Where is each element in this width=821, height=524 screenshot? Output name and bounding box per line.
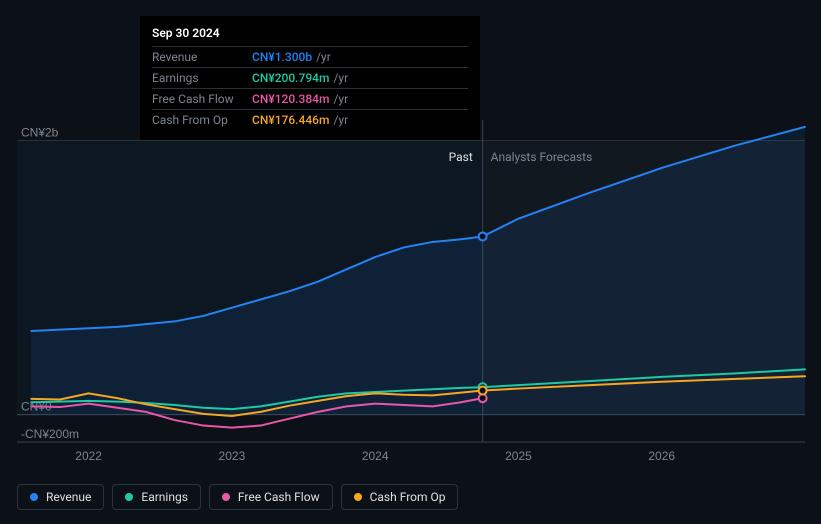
tooltip-row-unit: /yr <box>333 92 348 106</box>
legend-dot <box>222 493 230 501</box>
chart-tooltip: Sep 30 2024 RevenueCN¥1.300b/yrEarningsC… <box>140 16 480 140</box>
legend-label: Revenue <box>46 490 91 504</box>
legend-item-cash-from-op[interactable]: Cash From Op <box>341 484 459 510</box>
legend-item-revenue[interactable]: Revenue <box>17 484 104 510</box>
tooltip-row-unit: /yr <box>333 113 348 127</box>
tooltip-row-value: CN¥200.794m <box>252 71 329 85</box>
tooltip-row-label: Earnings <box>152 71 252 85</box>
tooltip-row: Cash From OpCN¥176.446m/yr <box>152 109 468 130</box>
svg-text:2026: 2026 <box>648 449 675 463</box>
legend-label: Cash From Op <box>370 490 446 504</box>
svg-text:2025: 2025 <box>505 449 532 463</box>
legend-label: Free Cash Flow <box>238 490 320 504</box>
past-label: Past <box>449 150 473 164</box>
tooltip-row-value: CN¥120.384m <box>252 92 329 106</box>
svg-text:-CN¥200m: -CN¥200m <box>21 427 79 441</box>
tooltip-row-label: Revenue <box>152 50 252 64</box>
legend-label: Earnings <box>141 490 188 504</box>
tooltip-row-value: CN¥1.300b <box>252 50 312 64</box>
svg-text:2023: 2023 <box>219 449 246 463</box>
tooltip-row-unit: /yr <box>316 50 331 64</box>
tooltip-row: EarningsCN¥200.794m/yr <box>152 67 468 88</box>
tooltip-date: Sep 30 2024 <box>152 26 468 40</box>
legend-dot <box>354 493 362 501</box>
forecasts-label: Analysts Forecasts <box>491 150 593 164</box>
legend-dot <box>125 493 133 501</box>
tooltip-row: RevenueCN¥1.300b/yr <box>152 46 468 67</box>
legend-item-free-cash-flow[interactable]: Free Cash Flow <box>209 484 333 510</box>
tooltip-row: Free Cash FlowCN¥120.384m/yr <box>152 88 468 109</box>
tooltip-row-label: Free Cash Flow <box>152 92 252 106</box>
legend-dot <box>30 493 38 501</box>
svg-text:CN¥2b: CN¥2b <box>21 126 59 140</box>
svg-text:2022: 2022 <box>75 449 102 463</box>
tooltip-row-value: CN¥176.446m <box>252 113 329 127</box>
tooltip-row-unit: /yr <box>333 71 348 85</box>
chart-legend: Revenue Earnings Free Cash Flow Cash From O… <box>17 484 458 510</box>
tooltip-row-label: Cash From Op <box>152 113 252 127</box>
legend-item-earnings[interactable]: Earnings <box>112 484 201 510</box>
svg-text:2024: 2024 <box>362 449 389 463</box>
